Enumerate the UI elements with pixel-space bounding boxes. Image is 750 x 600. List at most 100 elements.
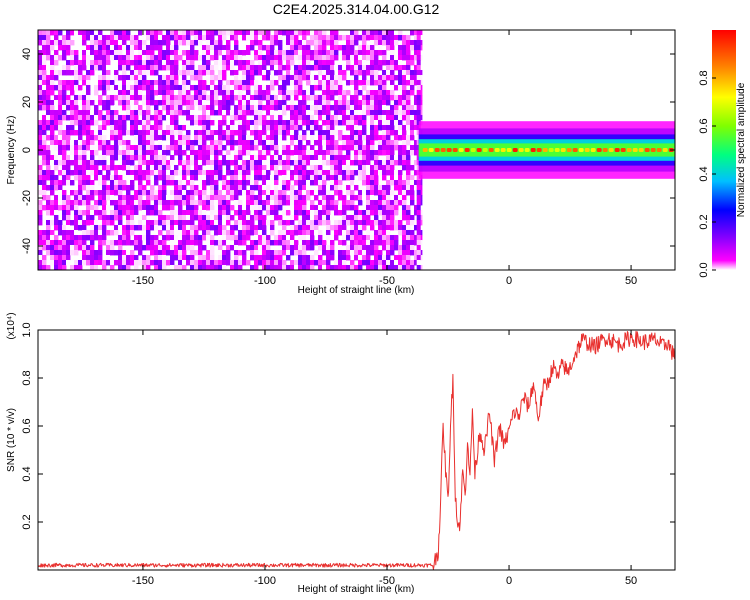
heatmap-cell — [198, 135, 203, 141]
heatmap-cell — [346, 250, 351, 256]
heatmap-cell — [238, 235, 243, 241]
heatmap-cell — [54, 120, 59, 126]
heatmap-cell — [178, 70, 183, 76]
heatmap-cell — [330, 135, 335, 141]
heatmap-cell — [102, 190, 107, 196]
heatmap-cell — [158, 75, 163, 81]
heatmap-cell — [154, 155, 159, 161]
heatmap-cell — [246, 145, 251, 151]
heatmap-cell — [54, 110, 59, 116]
heatmap-cell — [90, 100, 95, 106]
heatmap-cell — [202, 100, 207, 106]
heatmap-cell — [110, 135, 115, 141]
heatmap-cell — [46, 210, 51, 216]
heatmap-cell — [310, 95, 315, 101]
heatmap-cell — [416, 210, 421, 216]
heatmap-cell — [350, 80, 355, 86]
heatmap-cell — [194, 50, 199, 56]
heatmap-cell — [330, 195, 335, 201]
heatmap-cell — [70, 30, 75, 36]
heatmap-cell — [366, 95, 371, 101]
heatmap-cell — [382, 200, 387, 206]
heatmap-cell — [218, 260, 223, 266]
heatmap-cell — [222, 100, 227, 106]
heatmap-cell — [378, 135, 383, 141]
heatmap-cell — [374, 160, 379, 166]
heatmap-cell — [346, 190, 351, 196]
heatmap-cell — [274, 175, 279, 181]
heatmap-cell — [414, 260, 419, 266]
heatmap-cell — [262, 30, 267, 36]
heatmap-cell — [58, 140, 63, 146]
heatmap-cell — [394, 210, 399, 216]
heatmap-cell — [306, 215, 311, 221]
heatmap-cell — [358, 160, 363, 166]
heatmap-cell — [314, 195, 319, 201]
heatmap-cell — [74, 195, 79, 201]
heatmap-cell — [126, 45, 131, 51]
heatmap-cell — [330, 130, 335, 136]
heatmap-cell — [138, 130, 143, 136]
heatmap-cell — [282, 145, 287, 151]
heatmap-cell — [110, 125, 115, 131]
heatmap-cell — [414, 205, 419, 211]
heatmap-cell — [198, 75, 203, 81]
heatmap-cell — [406, 115, 411, 121]
heatmap-cell — [306, 120, 311, 126]
heatmap-cell — [86, 230, 91, 236]
heatmap-cell — [278, 240, 283, 246]
heatmap-cell — [106, 195, 111, 201]
heatmap-cell — [322, 50, 327, 56]
heatmap-cell — [406, 240, 411, 246]
heatmap-cell — [50, 155, 55, 161]
heatmap-cell — [210, 70, 215, 76]
heatmap-cell — [390, 165, 395, 171]
heatmap-cell — [416, 110, 421, 116]
heatmap-cell — [166, 125, 171, 131]
heatmap-cell — [106, 70, 111, 76]
heatmap-cell — [394, 200, 399, 206]
heatmap-cell — [266, 250, 271, 256]
heatmap-cell — [394, 180, 399, 186]
heatmap-cell — [290, 70, 295, 76]
heatmap-cell — [250, 240, 255, 246]
heatmap-cell — [306, 220, 311, 226]
heatmap-cell — [230, 85, 235, 91]
heatmap-cell — [386, 215, 391, 221]
heatmap-cell — [270, 115, 275, 121]
heatmap-cell — [294, 120, 299, 126]
heatmap-cell — [250, 65, 255, 71]
heatmap-cell — [246, 160, 251, 166]
heatmap-cell — [398, 250, 403, 256]
heatmap-cell — [222, 235, 227, 241]
heatmap-cell — [202, 125, 207, 131]
heatmap-cell — [110, 50, 115, 56]
heatmap-cell — [318, 210, 323, 216]
heatmap-cell — [398, 265, 403, 270]
heatmap-cell — [326, 60, 331, 66]
heatmap-cell — [402, 110, 407, 116]
heatmap-cell — [106, 75, 111, 81]
heatmap-cell — [310, 105, 315, 111]
heatmap-cell — [346, 60, 351, 66]
heatmap-cell — [106, 260, 111, 266]
heatmap-cell — [126, 170, 131, 176]
heatmap-cell — [134, 235, 139, 241]
heatmap-cell — [370, 115, 375, 121]
heatmap-cell — [174, 90, 179, 96]
heatmap-cell — [402, 125, 407, 131]
heatmap-cell — [238, 60, 243, 66]
heatmap-cell — [290, 200, 295, 206]
heatmap-cell — [230, 90, 235, 96]
heatmap-cell — [138, 50, 143, 56]
heatmap-cell — [170, 155, 175, 161]
heatmap-cell — [254, 65, 259, 71]
heatmap-cell — [126, 55, 131, 61]
heatmap-cell — [82, 235, 87, 241]
heatmap-cell — [42, 150, 47, 156]
heatmap-cell — [402, 70, 407, 76]
heatmap-cell — [242, 95, 247, 101]
heatmap-cell — [402, 115, 407, 121]
heatmap-cell — [154, 115, 159, 121]
heatmap-cell — [230, 205, 235, 211]
